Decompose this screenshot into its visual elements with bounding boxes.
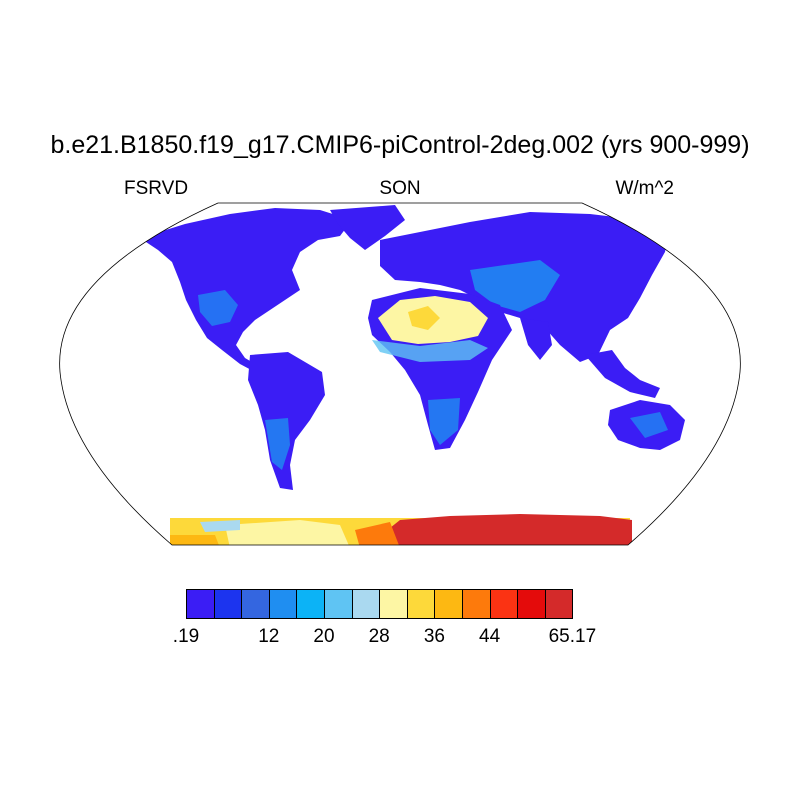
colorbar-box-4 xyxy=(296,589,325,619)
arabia-india-patch xyxy=(470,260,560,312)
colorbar-label: 12 xyxy=(258,626,280,647)
colorbar-label: 20 xyxy=(313,626,335,647)
australia-mid-patch xyxy=(630,412,668,438)
greenland-landmass xyxy=(330,205,405,250)
colorbar-box-5 xyxy=(323,589,353,619)
colorbar-box-8 xyxy=(406,589,436,619)
antarctica-orange-band xyxy=(355,522,400,545)
season-label: SON xyxy=(379,178,421,199)
colorbar-box-6 xyxy=(351,589,381,619)
colorbar-label: 36 xyxy=(423,626,445,647)
north-america-landmass xyxy=(140,208,352,372)
colorbar-box-13 xyxy=(544,589,574,619)
colorbar-box-7 xyxy=(379,589,408,619)
colorbar-label: 44 xyxy=(479,626,501,647)
india-landmass xyxy=(520,318,552,360)
variable-label: FSRVD xyxy=(124,178,189,199)
south-america-mid-patch xyxy=(265,418,290,470)
colorbar-box-10 xyxy=(461,589,491,619)
antarctica-peninsula-light xyxy=(225,520,350,545)
antarctica-edge-light-blue xyxy=(200,520,240,532)
map-outline xyxy=(59,202,741,546)
colorbar-box-0 xyxy=(186,589,215,619)
colorbar-box-12 xyxy=(517,589,546,619)
colorbar-box-3 xyxy=(268,589,298,619)
colorbar-box-1 xyxy=(213,589,243,619)
colorbar-label: 28 xyxy=(368,626,390,647)
antarctica-left-orange xyxy=(170,535,220,545)
sahel-band xyxy=(372,340,488,362)
southeast-asia-landmass xyxy=(585,350,660,398)
colorbar-box-2 xyxy=(241,589,270,619)
units-label: W/m^2 xyxy=(615,178,674,199)
colorbar-box-11 xyxy=(489,589,519,619)
colorbar xyxy=(186,589,574,619)
colorbar-box-9 xyxy=(434,589,463,619)
plot-title: b.e21.B1850.f19_g17.CMIP6-piControl-2deg… xyxy=(50,131,750,159)
north-america-mid-patch xyxy=(198,290,238,326)
sahara-hot-spots xyxy=(408,306,440,330)
southern-africa-patch xyxy=(428,398,460,445)
colorbar-label: 65.17 xyxy=(548,626,597,647)
colorbar-label: .19 xyxy=(172,626,200,647)
antarctica-high-plateau xyxy=(385,514,632,545)
